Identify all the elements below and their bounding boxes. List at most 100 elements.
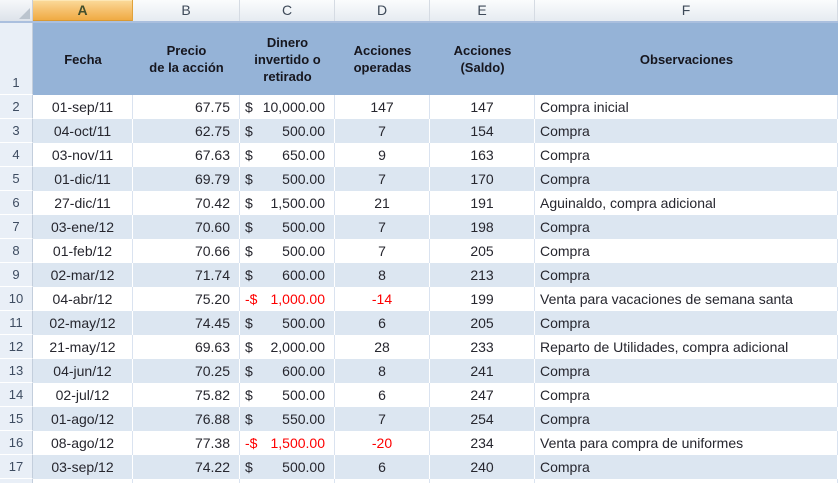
cell-acciones-saldo[interactable]: 233 xyxy=(430,335,535,359)
cell-header-operadas[interactable]: Acciones operadas xyxy=(335,23,430,95)
cell-acciones-saldo[interactable]: 154 xyxy=(430,119,535,143)
row-header[interactable]: 9 xyxy=(0,263,33,287)
row-header[interactable]: 4 xyxy=(0,143,33,167)
cell-fecha[interactable]: 03-ene/12 xyxy=(33,215,133,239)
cell-observaciones[interactable]: Reparto de Utilidades, compra adicional xyxy=(535,335,838,359)
cell-dinero[interactable]: $ 550.00 xyxy=(240,407,335,431)
cell-dinero[interactable]: $ 500.00 xyxy=(240,167,335,191)
cell-dinero[interactable]: $ 600.00 xyxy=(240,263,335,287)
cell-acciones-saldo[interactable]: 199 xyxy=(430,287,535,311)
row-header[interactable]: 2 xyxy=(0,95,33,119)
cell-observaciones[interactable]: Compra xyxy=(535,383,838,407)
cell-acciones-operadas[interactable]: 147 xyxy=(335,95,430,119)
cell-observaciones[interactable]: Compra xyxy=(535,311,838,335)
cell-acciones-operadas[interactable]: 8 xyxy=(335,263,430,287)
cell-observaciones[interactable]: Venta para vacaciones de semana santa xyxy=(535,287,838,311)
cell-observaciones[interactable]: Compra xyxy=(535,119,838,143)
cell-fecha[interactable]: 01-dic/11 xyxy=(33,167,133,191)
cell-acciones-saldo[interactable]: 241 xyxy=(430,359,535,383)
cell-acciones-saldo[interactable]: 254 xyxy=(430,407,535,431)
cell-observaciones[interactable]: Compra xyxy=(535,167,838,191)
cell-fecha[interactable]: 01-ago/12 xyxy=(33,407,133,431)
cell-acciones-saldo[interactable]: 170 xyxy=(430,167,535,191)
cell-acciones-operadas[interactable]: 21 xyxy=(335,191,430,215)
row-header[interactable]: 12 xyxy=(0,335,33,359)
cell-precio[interactable]: 70.25 xyxy=(133,359,240,383)
row-header[interactable]: 13 xyxy=(0,359,33,383)
row-header[interactable]: 7 xyxy=(0,215,33,239)
cell-fecha[interactable]: 27-dic/11 xyxy=(33,191,133,215)
column-header-b[interactable]: B xyxy=(133,0,240,21)
cell-dinero[interactable]: -$ 1,500.00 xyxy=(240,431,335,455)
cell-dinero[interactable]: $ 1,500.00 xyxy=(240,191,335,215)
cell-precio[interactable]: 70.66 xyxy=(133,239,240,263)
cell-fecha[interactable]: 03-nov/11 xyxy=(33,143,133,167)
row-header[interactable]: 6 xyxy=(0,191,33,215)
row-header[interactable]: 17 xyxy=(0,455,33,479)
cell-acciones-operadas[interactable]: 7 xyxy=(335,407,430,431)
row-header[interactable]: 8 xyxy=(0,239,33,263)
cell-acciones-saldo[interactable]: 147 xyxy=(430,95,535,119)
cell-header-fecha[interactable]: Fecha xyxy=(33,23,133,95)
cell-precio[interactable]: 77.38 xyxy=(133,431,240,455)
cell-fecha[interactable]: 21-may/12 xyxy=(33,335,133,359)
cell-precio[interactable]: 75.82 xyxy=(133,383,240,407)
cell-precio[interactable]: 69.79 xyxy=(133,167,240,191)
cell-precio[interactable]: 76.88 xyxy=(133,407,240,431)
cell-fecha[interactable]: 02-may/12 xyxy=(33,311,133,335)
cell-precio[interactable]: 67.63 xyxy=(133,143,240,167)
cell-fecha[interactable]: 04-jun/12 xyxy=(33,359,133,383)
cell-acciones-operadas[interactable]: 6 xyxy=(335,311,430,335)
cell-precio[interactable]: 74.45 xyxy=(133,311,240,335)
cell-acciones-operadas[interactable]: -14 xyxy=(335,287,430,311)
cell-header-saldo[interactable]: Acciones (Saldo) xyxy=(430,23,535,95)
row-header[interactable]: 5 xyxy=(0,167,33,191)
cell-observaciones[interactable]: Compra xyxy=(535,359,838,383)
cell-precio[interactable]: 70.60 xyxy=(133,215,240,239)
cell-acciones-operadas[interactable]: 7 xyxy=(335,167,430,191)
cell-precio[interactable]: 74.22 xyxy=(133,455,240,479)
cell-acciones-operadas[interactable]: 6 xyxy=(335,455,430,479)
cell-acciones-operadas[interactable]: 7 xyxy=(335,239,430,263)
cell-precio[interactable]: 71.74 xyxy=(133,263,240,287)
cell-dinero[interactable]: $ 10,000.00 xyxy=(240,95,335,119)
column-header-f[interactable]: F xyxy=(535,0,838,21)
column-header-a[interactable]: A xyxy=(33,0,133,21)
cell-acciones-operadas[interactable]: 7 xyxy=(335,215,430,239)
cell-dinero[interactable]: -$ 1,000.00 xyxy=(240,287,335,311)
cell-header-precio[interactable]: Precio de la acción xyxy=(133,23,240,95)
cell-dinero[interactable]: $ 500.00 xyxy=(240,239,335,263)
cell-precio[interactable]: 67.75 xyxy=(133,95,240,119)
cell-observaciones[interactable]: Compra inicial xyxy=(535,95,838,119)
cell-dinero[interactable]: $ 500.00 xyxy=(240,455,335,479)
cell-acciones-saldo[interactable]: 247 xyxy=(430,383,535,407)
cell-dinero[interactable]: $ 500.00 xyxy=(240,383,335,407)
column-header-e[interactable]: E xyxy=(430,0,535,21)
row-header[interactable]: 16 xyxy=(0,431,33,455)
cell-observaciones[interactable]: Compra xyxy=(535,407,838,431)
cell-observaciones[interactable]: Compra xyxy=(535,263,838,287)
cell-observaciones[interactable]: Aguinaldo, compra adicional xyxy=(535,191,838,215)
cell-acciones-saldo[interactable]: 198 xyxy=(430,215,535,239)
cell-fecha[interactable]: 03-sep/12 xyxy=(33,455,133,479)
cell-precio[interactable]: 70.42 xyxy=(133,191,240,215)
cell-observaciones[interactable]: Compra xyxy=(535,143,838,167)
row-header[interactable]: 3 xyxy=(0,119,33,143)
cell-precio[interactable]: 75.20 xyxy=(133,287,240,311)
cell-acciones-operadas[interactable]: 6 xyxy=(335,383,430,407)
row-header[interactable]: 10 xyxy=(0,287,33,311)
cell-fecha[interactable]: 04-abr/12 xyxy=(33,287,133,311)
cell-acciones-operadas[interactable]: 7 xyxy=(335,119,430,143)
cell-acciones-operadas[interactable]: 8 xyxy=(335,359,430,383)
cell-acciones-saldo[interactable]: 205 xyxy=(430,311,535,335)
row-header[interactable]: 11 xyxy=(0,311,33,335)
cell-acciones-operadas[interactable]: 9 xyxy=(335,143,430,167)
cell-acciones-saldo[interactable]: 191 xyxy=(430,191,535,215)
cell-acciones-operadas[interactable]: 28 xyxy=(335,335,430,359)
cell-observaciones[interactable]: Compra xyxy=(535,239,838,263)
row-header-1[interactable]: 1 xyxy=(0,23,33,95)
cell-fecha[interactable]: 01-feb/12 xyxy=(33,239,133,263)
column-header-c[interactable]: C xyxy=(240,0,335,21)
cell-precio[interactable]: 69.63 xyxy=(133,335,240,359)
cell-observaciones[interactable]: Venta para compra de uniformes xyxy=(535,431,838,455)
